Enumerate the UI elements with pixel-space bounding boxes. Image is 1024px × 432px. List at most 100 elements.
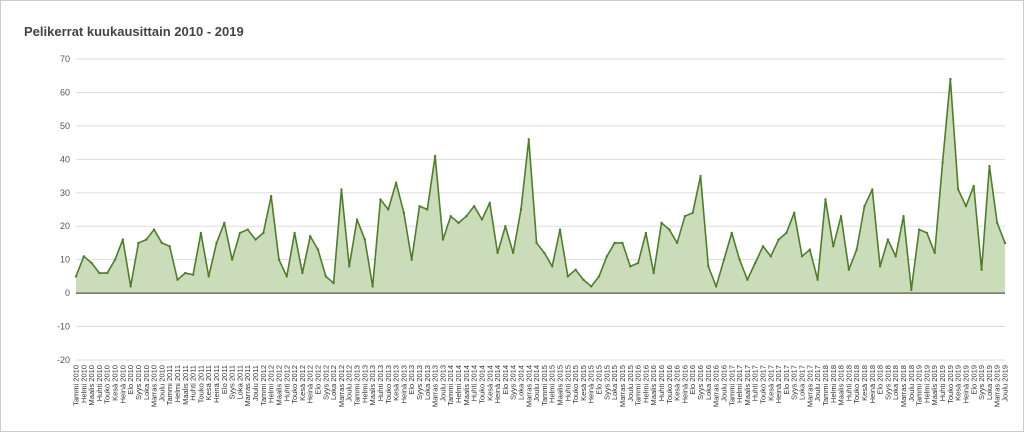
point bbox=[972, 184, 975, 188]
point bbox=[886, 238, 890, 241]
x-tick-label: Maalis 2011 bbox=[181, 365, 190, 405]
x-tick-label: Heinä 2014 bbox=[493, 365, 502, 403]
x-tick-label: Kesä 2010 bbox=[111, 365, 120, 401]
point bbox=[230, 258, 234, 261]
point bbox=[910, 288, 913, 291]
point bbox=[878, 265, 882, 268]
x-tick-label: Syys 2011 bbox=[228, 365, 237, 399]
x-tick-label: Marras 2012 bbox=[337, 365, 346, 407]
x-tick-label: Joulu 2017 bbox=[813, 365, 822, 402]
point bbox=[746, 278, 749, 281]
x-tick-label: Joulu 2018 bbox=[907, 365, 916, 402]
y-tick-label: 30 bbox=[60, 188, 70, 198]
point bbox=[793, 211, 796, 215]
point bbox=[277, 258, 281, 261]
point bbox=[777, 238, 780, 241]
point bbox=[855, 248, 858, 251]
point bbox=[504, 225, 507, 228]
point bbox=[262, 231, 265, 235]
point bbox=[348, 265, 351, 268]
point bbox=[964, 204, 968, 208]
y-tick-label: -10 bbox=[57, 322, 70, 332]
x-tick-label: Loka 2014 bbox=[516, 365, 525, 400]
point bbox=[379, 198, 382, 201]
point bbox=[293, 231, 296, 235]
point bbox=[691, 211, 694, 215]
point bbox=[644, 231, 648, 235]
y-tick-label: 40 bbox=[60, 154, 70, 164]
x-tick-label: Tammi 2014 bbox=[446, 365, 455, 406]
x-tick-label: Syys 2018 bbox=[883, 365, 892, 400]
x-tick-label: Maalis 2013 bbox=[368, 365, 377, 405]
x-tick-label: Elo 2015 bbox=[595, 365, 604, 395]
x-tick-label: Kesä 2015 bbox=[579, 365, 588, 401]
point bbox=[223, 221, 226, 225]
point bbox=[761, 245, 765, 248]
point bbox=[433, 154, 437, 158]
point bbox=[285, 275, 288, 278]
x-tick-label: Touko 2015 bbox=[571, 365, 580, 404]
x-tick-label: Loka 2011 bbox=[235, 365, 244, 399]
point bbox=[324, 275, 328, 278]
point bbox=[457, 221, 460, 225]
x-tick-label: Touko 2017 bbox=[758, 365, 767, 404]
x-tick-label: Maalis 2010 bbox=[87, 365, 96, 405]
x-tick-label: Huhti 2019 bbox=[938, 365, 947, 401]
point bbox=[683, 214, 687, 218]
x-tick-label: Marras 2017 bbox=[805, 365, 814, 407]
point bbox=[121, 238, 125, 241]
point bbox=[1003, 241, 1007, 245]
x-tick-label: Joulu 2014 bbox=[532, 365, 541, 402]
point bbox=[824, 198, 827, 201]
y-tick-label: 70 bbox=[60, 54, 70, 64]
x-tick-label: Huhti 2013 bbox=[376, 365, 385, 401]
x-tick-label: Touko 2013 bbox=[384, 365, 393, 404]
x-tick-label: Helmi 2017 bbox=[735, 365, 744, 403]
point bbox=[371, 285, 374, 288]
x-tick-label: Kesä 2019 bbox=[954, 365, 963, 401]
x-tick-label: Loka 2012 bbox=[329, 365, 338, 400]
x-tick-label: Heinä 2019 bbox=[961, 365, 970, 403]
x-tick-label: Elo 2016 bbox=[688, 365, 697, 395]
point bbox=[980, 268, 983, 271]
point bbox=[82, 255, 86, 258]
x-tick-label: Joulu 2011 bbox=[251, 365, 260, 401]
x-tick-label: Joulu 2015 bbox=[626, 365, 635, 402]
x-tick-label: Huhti 2012 bbox=[282, 365, 291, 401]
x-tick-label: Tammi 2019 bbox=[915, 365, 924, 406]
point bbox=[652, 271, 655, 275]
point bbox=[387, 208, 390, 211]
x-tick-label: Helmi 2019 bbox=[922, 365, 931, 403]
point bbox=[988, 164, 991, 168]
point bbox=[769, 255, 772, 258]
x-tick-label: Syys 2016 bbox=[696, 365, 705, 400]
x-tick-label: Kesä 2011 bbox=[204, 365, 213, 400]
point bbox=[215, 241, 218, 245]
y-tick-label: 50 bbox=[60, 121, 70, 131]
point bbox=[519, 208, 523, 211]
point bbox=[207, 275, 210, 278]
point bbox=[90, 261, 93, 265]
chart-title: Pelikerrat kuukausittain 2010 - 2019 bbox=[24, 24, 244, 39]
x-tick-label: Helmi 2016 bbox=[641, 365, 650, 403]
x-tick-label: Tammi 2013 bbox=[353, 365, 362, 406]
x-tick-label: Syys 2010 bbox=[134, 365, 143, 400]
x-tick-label: Maalis 2012 bbox=[274, 365, 283, 405]
point bbox=[629, 265, 632, 268]
x-tick-label: Tammi 2018 bbox=[821, 365, 830, 406]
x-tick-label: Loka 2018 bbox=[891, 365, 900, 400]
x-tick-label: Marras 2013 bbox=[431, 365, 440, 407]
point bbox=[574, 268, 577, 271]
x-tick-label: Loka 2010 bbox=[142, 365, 151, 400]
x-tick-label: Tammi 2017 bbox=[727, 365, 736, 406]
x-tick-label: Huhti 2018 bbox=[844, 365, 853, 401]
x-tick-label: Kesä 2017 bbox=[766, 365, 775, 401]
point bbox=[426, 208, 429, 211]
point bbox=[301, 271, 304, 275]
x-tick-label: Huhti 2016 bbox=[657, 365, 666, 401]
point bbox=[535, 241, 538, 245]
point bbox=[582, 278, 585, 281]
x-tick-label: Syys 2019 bbox=[977, 365, 986, 400]
point bbox=[238, 231, 242, 235]
